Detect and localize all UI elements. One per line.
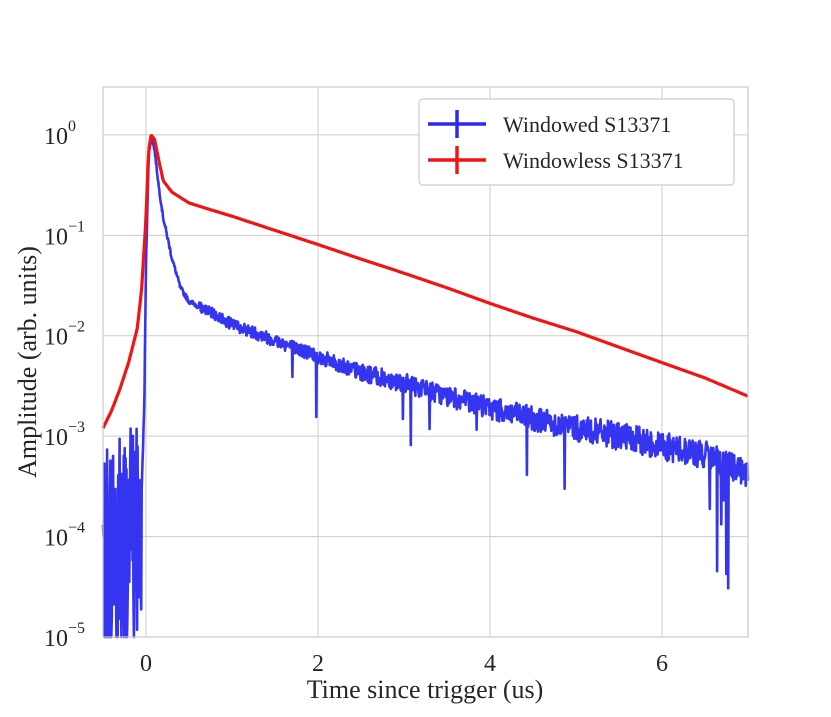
data-point [318,244,319,245]
data-point [447,396,448,397]
series-windowed [101,134,750,639]
data-point [163,180,164,181]
series-line-windowed [101,134,750,639]
data-point [533,418,534,419]
data-point [154,150,155,151]
data-point [275,340,276,341]
data-point [137,518,138,519]
legend-label-windowless: Windowless S13371 [503,148,684,173]
y-tick-label: 10−1 [44,218,85,250]
data-point [361,372,362,373]
data-point [141,488,142,489]
data-point [232,324,233,325]
x-tick-label: 6 [656,651,668,677]
data-point [128,528,129,529]
data-point [189,301,190,302]
data-point [619,436,620,437]
data-point [275,230,276,231]
data-point [210,209,211,210]
data-point [404,382,405,383]
data-point [151,134,152,135]
data-point [318,356,319,357]
y-tick-label: 10−3 [44,419,85,451]
data-point [148,150,149,151]
data-point [576,331,577,332]
data-point [146,217,147,218]
x-tick-label: 4 [484,651,496,677]
y-axis-label: Amplitude (arb. units) [13,246,42,478]
legend-entry-windowed: Windowed S13371 [428,110,671,138]
data-point [705,455,706,456]
plot-area [102,86,749,638]
data-point [180,287,181,288]
data-point [163,217,164,218]
y-tick-label: 10−2 [44,319,85,351]
data-point [576,428,577,429]
data-point [705,377,706,378]
y-axis-ticks: 100 10−1 10−2 10−3 10−4 10−5 [44,118,85,652]
x-axis-ticks: 0 2 4 6 [140,651,668,677]
data-point [141,287,142,288]
y-tick-label: 10−5 [44,620,85,652]
data-point [533,318,534,319]
data-point [662,362,663,363]
data-point [447,287,448,288]
data-point [154,139,155,140]
data-point [404,273,405,274]
data-point [146,265,147,266]
data-point [206,310,207,311]
data-point [158,187,159,188]
series-line-windowless [101,134,749,429]
data-point [171,257,172,258]
data-point [619,347,620,348]
x-tick-label: 2 [312,651,324,677]
legend-entry-windowless: Windowless S13371 [428,146,684,174]
data-point [361,259,362,260]
data-point [730,466,731,467]
data-point [171,192,172,193]
legend-label-windowed: Windowed S13371 [503,112,671,137]
legend: Windowed S13371 Windowless S13371 [418,98,735,186]
data-point [115,536,116,537]
data-point [490,303,491,304]
data-point [128,361,129,362]
x-axis-label: Time since trigger (us) [307,675,544,704]
data-point [120,388,121,389]
data-point [490,408,491,409]
y-tick-label: 10−4 [44,520,85,552]
data-point [111,410,112,411]
data-point [137,327,138,328]
data-point [189,203,190,204]
data-point [158,161,159,162]
x-tick-label: 0 [140,651,152,677]
series-windowless [101,134,749,429]
data-point [144,405,145,406]
data-point [232,216,233,217]
data-point [662,445,663,446]
series-layer [101,134,750,639]
legend-box [418,98,735,186]
y-tick-label: 100 [44,118,76,150]
